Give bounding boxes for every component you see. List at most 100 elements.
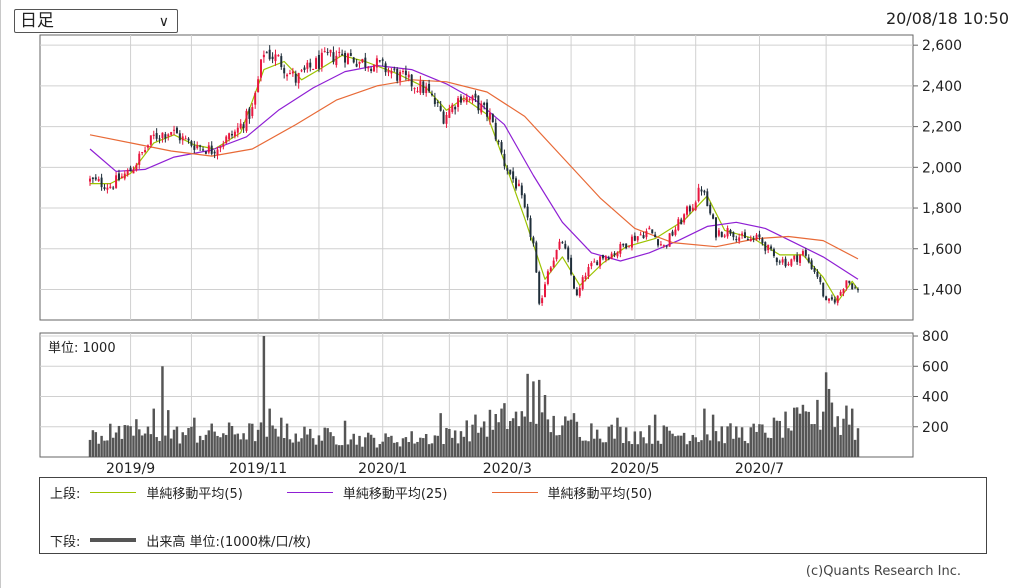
volume-bar: [285, 423, 289, 457]
candle-up: [662, 244, 665, 246]
volume-bar: [677, 435, 680, 457]
volume-bar: [535, 423, 538, 457]
legend-label-ma5: 単純移動平均(5): [146, 486, 243, 502]
volume-bar: [422, 438, 425, 457]
moving-average-line-2: [89, 79, 859, 260]
volume-bar: [395, 442, 399, 457]
volume-bar: [729, 423, 732, 457]
candle-down: [671, 231, 674, 236]
volume-y-tick-label: 400: [922, 390, 949, 406]
candle-down: [454, 106, 457, 110]
candle-up: [457, 98, 460, 107]
x-tick-label: 2020/5: [610, 461, 659, 477]
volume-bar: [766, 437, 770, 457]
volume-bar: [769, 438, 773, 457]
volume-bar: [758, 424, 761, 457]
volume-bar: [566, 420, 570, 457]
candle-down: [204, 151, 207, 154]
period-select[interactable]: 日足 ∨: [14, 9, 178, 33]
volume-bar: [558, 434, 561, 457]
candle-down: [665, 245, 668, 247]
candle-down: [625, 243, 628, 249]
candle-down: [155, 133, 158, 139]
volume-bar: [755, 431, 758, 457]
volume-bar: [569, 419, 573, 457]
volume-bar: [152, 408, 155, 457]
candle-up: [767, 244, 770, 251]
volume-bar: [195, 442, 199, 457]
volume-bar: [172, 429, 176, 457]
volume-bar: [497, 422, 500, 457]
volume-bar: [795, 407, 799, 457]
candle-up: [300, 70, 303, 72]
volume-bar: [164, 435, 167, 457]
volume-bar: [485, 436, 489, 457]
volume-bar: [436, 435, 440, 457]
volume-bar: [424, 434, 428, 457]
candle-down: [483, 102, 486, 105]
candle-up: [419, 81, 422, 93]
candle-down: [384, 63, 387, 73]
volume-bar: [610, 424, 613, 457]
candle-down: [439, 105, 442, 111]
candle-down: [231, 134, 234, 136]
candle-up: [373, 64, 376, 72]
candle-up: [144, 150, 147, 152]
legend: 上段: 単純移動平均(5) 単純移動平均(25) 単純移動平均(50) 下段: …: [39, 477, 987, 554]
candle-up: [106, 187, 109, 190]
price-y-axis: 1,400 1,600 1,800 2,000 2,200 2,400 2,600: [913, 38, 962, 298]
candle-up: [648, 227, 651, 230]
candle-down: [370, 68, 373, 72]
volume-bar: [230, 426, 234, 457]
legend-label-ma50: 単純移動平均(50): [547, 486, 653, 502]
candle-up: [236, 127, 239, 133]
candle-up: [239, 123, 242, 129]
volume-bar: [103, 440, 106, 457]
volume-bar: [511, 418, 515, 457]
volume-bar: [679, 435, 683, 457]
candle-up: [691, 207, 694, 211]
candle-down: [804, 250, 807, 256]
candle-up: [225, 136, 228, 144]
volume-bar: [772, 417, 776, 457]
candle-up: [277, 55, 280, 57]
volume-bar: [732, 438, 735, 457]
candle-down: [503, 153, 506, 167]
volume-bar: [140, 435, 144, 457]
legend-lower-label: 下段:: [50, 534, 81, 550]
volume-bar: [694, 437, 697, 457]
volume-bar: [355, 444, 358, 457]
volume-bar: [445, 427, 448, 457]
candle-down: [199, 145, 202, 147]
price-y-tick-label: 1,600: [922, 242, 962, 258]
volume-bar: [552, 415, 555, 457]
volume-bar: [100, 435, 103, 457]
price-y-tick-label: 2,400: [922, 79, 962, 95]
volume-bar: [824, 372, 828, 457]
volume-bar: [291, 442, 295, 457]
candle-up: [135, 164, 138, 171]
candle-up: [668, 233, 671, 247]
volume-bar: [581, 440, 584, 457]
candle-down: [526, 206, 529, 218]
candle-down: [442, 111, 445, 124]
candle-down: [642, 235, 645, 239]
volume-bar: [439, 413, 442, 457]
volume-bar: [175, 426, 179, 457]
candle-down: [459, 96, 462, 103]
volume-bar: [190, 426, 193, 457]
candle-up: [610, 253, 613, 259]
candle-up: [544, 284, 547, 298]
candle-up: [390, 71, 393, 74]
candle-down: [309, 62, 312, 68]
volume-bar: [827, 388, 831, 457]
candle-down: [410, 74, 413, 87]
volume-bar: [598, 438, 602, 457]
candle-up: [120, 176, 123, 179]
volume-bar: [477, 432, 480, 457]
volume-y-axis: 200 400 600 800: [913, 329, 949, 436]
volume-bar: [529, 421, 532, 457]
candle-down: [720, 231, 723, 237]
volume-bar: [575, 421, 579, 457]
volume-bar: [306, 434, 309, 457]
